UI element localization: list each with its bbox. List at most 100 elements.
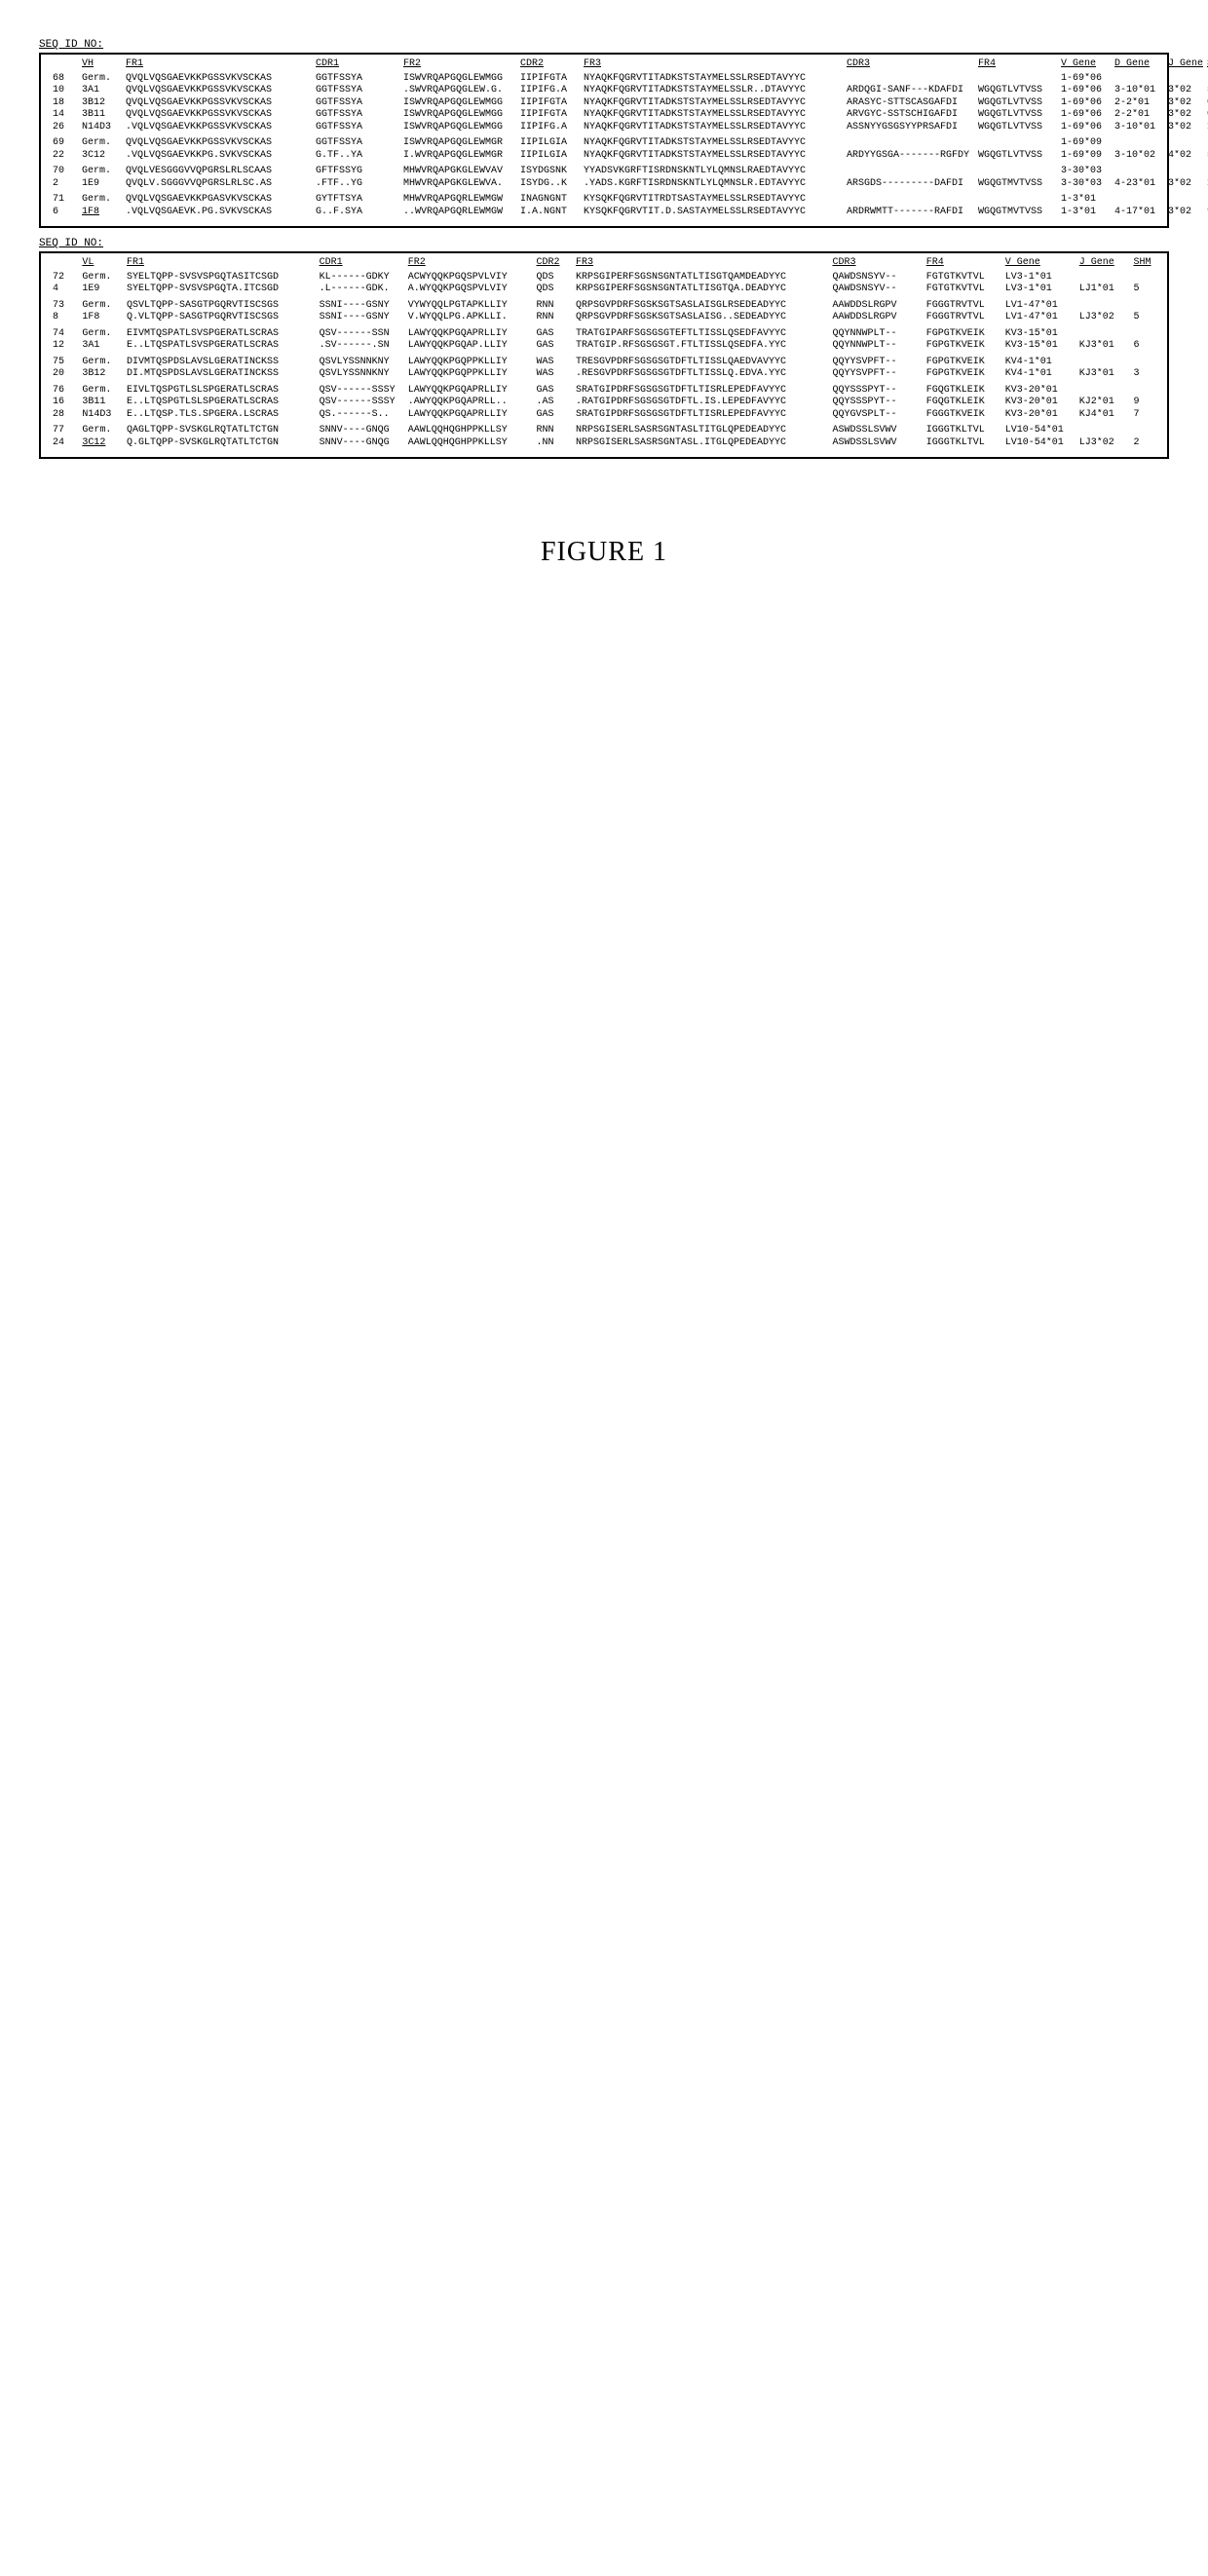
fr3-cell: NRPSGISERLSASRSGNTASL.ITGLQPEDEADYYC <box>572 437 828 450</box>
fr3-cell: QRPSGVPDRFSGSKSGTSASLAISG..SEDEADYYC <box>572 312 828 324</box>
vh-col-fr3: FR3 <box>580 58 843 73</box>
vgene-cell: LV1-47*01 <box>1001 300 1076 313</box>
seqid-cell: 73 <box>49 300 78 313</box>
cdr1-cell: .L------GDK. <box>316 284 404 296</box>
seqid-cell: 77 <box>49 425 78 437</box>
vgene-cell: 3-30*03 <box>1057 166 1111 178</box>
vl-col-fr3: FR3 <box>572 257 828 272</box>
vh-table: VH FR1 CDR1 FR2 CDR2 FR3 CDR3 FR4 V Gene… <box>49 58 1208 218</box>
cdr1-cell: GFTFSSYG <box>312 166 399 178</box>
name-cell: Germ. <box>78 272 123 284</box>
vh-blank-header <box>49 58 78 73</box>
vl-germline-row: 77Germ.QAGLTQPP-SVSKGLRQTATLTCTGNSNNV---… <box>49 425 1159 437</box>
fr3-cell: SRATGIPDRFSGSGSGTDFTLTISRLEPEDFAVYYC <box>572 409 828 422</box>
seqid-cell: 12 <box>49 340 78 353</box>
cdr1-cell: G..F.SYA <box>312 207 399 219</box>
cdr2-cell: ISYDGSNK <box>516 166 580 178</box>
seqid-cell: 20 <box>49 368 78 381</box>
name-cell: 3B12 <box>78 368 123 381</box>
dgene-cell: 3-10*01 <box>1111 85 1164 97</box>
fr4-cell: WGQGTLVTVSS <box>974 122 1057 134</box>
dgene-cell <box>1111 137 1164 150</box>
cdr1-cell: QSV------SSN <box>316 328 404 341</box>
cdr1-cell: QSV------SSSY <box>316 385 404 398</box>
vl-germline-row: 74Germ.EIVMTQSPATLSVSPGERATLSCRASQSV----… <box>49 328 1159 341</box>
cdr3-cell: QAWDSNSYV-- <box>828 272 922 284</box>
shm-cell: 9 <box>1130 397 1159 409</box>
fr1-cell: QAGLTQPP-SVSKGLRQTATLTCTGN <box>123 425 316 437</box>
fr1-cell: QVQLVQSGAEVKKPGSSVKVSCKAS <box>122 73 312 86</box>
fr1-cell: QSVLTQPP-SASGTPGQRVTISCSGS <box>123 300 316 313</box>
jgene-cell: KJ2*01 <box>1076 397 1130 409</box>
fr4-cell: WGQGTLVTVSS <box>974 109 1057 122</box>
vh-outer-seqid-label: SEQ ID NO: <box>39 39 1169 53</box>
fr2-cell: I.WVRQAPGQGLEWMGR <box>399 150 516 163</box>
cdr1-cell: SSNI----GSNY <box>316 300 404 313</box>
fr3-cell: SRATGIPDRFSGSGSGTDFTLTISRLEPEDFAVYYC <box>572 385 828 398</box>
fr4-cell: FGGGTRVTVL <box>923 312 1001 324</box>
name-cell: Germ. <box>78 137 122 150</box>
vgene-cell: 1-69*06 <box>1057 122 1111 134</box>
shm-cell <box>1203 137 1208 150</box>
shm-cell <box>1130 328 1159 341</box>
cdr1-cell: .FTF..YG <box>312 178 399 191</box>
fr1-cell: E..LTQSPGTLSLSPGERATLSCRAS <box>123 397 316 409</box>
jgene-cell: 3*02 <box>1164 178 1203 191</box>
seqid-cell: 70 <box>49 166 78 178</box>
shm-cell: 1 <box>1203 122 1208 134</box>
fr1-cell: SYELTQPP-SVSVSPGQTA.ITCSGD <box>123 284 316 296</box>
cdr3-cell: ARASYC-STTSCASGAFDI <box>843 97 974 110</box>
fr3-cell: TRESGVPDRFSGSGSGTDFTLTISSLQAEDVAVYYC <box>572 357 828 369</box>
fr4-cell: FGTGTKVTVL <box>923 284 1001 296</box>
vgene-cell: LV3-1*01 <box>1001 272 1076 284</box>
cdr2-cell: GAS <box>532 340 572 353</box>
jgene-cell: 3*02 <box>1164 207 1203 219</box>
vl-header-row: VL FR1 CDR1 FR2 CDR2 FR3 CDR3 FR4 V Gene… <box>49 257 1159 272</box>
name-cell: 3B12 <box>78 97 122 110</box>
fr4-cell: WGQGTLVTVSS <box>974 150 1057 163</box>
fr4-cell: FGPGTKVEIK <box>923 368 1001 381</box>
jgene-cell <box>1164 73 1203 86</box>
cdr2-cell: IIPIFG.A <box>516 122 580 134</box>
fr2-cell: VYWYQQLPGTAPKLLIY <box>404 300 533 313</box>
jgene-cell: KJ3*01 <box>1076 368 1130 381</box>
fr1-cell: .VQLVQSGAEVKKPGSSVKVSCKAS <box>122 122 312 134</box>
vgene-cell: 1-69*09 <box>1057 137 1111 150</box>
vh-header-row: VH FR1 CDR1 FR2 CDR2 FR3 CDR3 FR4 V Gene… <box>49 58 1208 73</box>
cdr3-cell: AAWDDSLRGPV <box>828 312 922 324</box>
cdr2-cell: .NN <box>532 437 572 450</box>
cdr2-cell: IIPIFGTA <box>516 97 580 110</box>
vgene-cell: 1-3*01 <box>1057 194 1111 207</box>
vl-sample-row: 163B11E..LTQSPGTLSLSPGERATLSCRASQSV-----… <box>49 397 1159 409</box>
vl-chain-header: VL <box>78 257 123 272</box>
fr3-cell: NYAQKFQGRVTITADKSTSTAYMELSSLRSEDTAVYYC <box>580 122 843 134</box>
cdr1-cell: SNNV----GNQG <box>316 437 404 450</box>
fr1-cell: QVQLVQSGAEVKKPGSSVKVSCKAS <box>122 97 312 110</box>
seqid-cell: 69 <box>49 137 78 150</box>
vgene-cell: 3-30*03 <box>1057 178 1111 191</box>
fr4-cell: FGQGTKLEIK <box>923 385 1001 398</box>
vh-sample-row: 26N14D3.VQLVQSGAEVKKPGSSVKVSCKASGGTFSSYA… <box>49 122 1208 134</box>
fr4-cell <box>974 73 1057 86</box>
fr3-cell: KYSQKFQGRVTIT.D.SASTAYMELSSLRSEDTAVYYC <box>580 207 843 219</box>
shm-cell: 3 <box>1130 368 1159 381</box>
fr4-cell: WGQGTMVTVSS <box>974 178 1057 191</box>
name-cell: 3A1 <box>78 340 123 353</box>
fr3-cell: NYAQKFQGRVTITADKSTSTAYMELSSLRSEDTAVYYC <box>580 97 843 110</box>
jgene-cell: 3*02 <box>1164 97 1203 110</box>
fr2-cell: ISWVRQAPGQGLEWMGG <box>399 97 516 110</box>
fr4-cell: IGGGTKLTVL <box>923 425 1001 437</box>
vl-col-cdr2: CDR2 <box>532 257 572 272</box>
cdr2-cell: IIPIFG.A <box>516 85 580 97</box>
fr2-cell: AAWLQQHQGHPPKLLSY <box>404 437 533 450</box>
fr3-cell: NYAQKFQGRVTITADKSTSTAYMELSSLRSEDTAVYYC <box>580 73 843 86</box>
vgene-cell: LV1-47*01 <box>1001 312 1076 324</box>
jgene-cell <box>1164 137 1203 150</box>
fr1-cell: DI.MTQSPDSLAVSLGERATINCKSS <box>123 368 316 381</box>
fr1-cell: SYELTQPP-SVSVSPGQTASITCSGD <box>123 272 316 284</box>
name-cell: 3B11 <box>78 397 123 409</box>
name-cell: Germ. <box>78 300 123 313</box>
vgene-cell: 1-69*06 <box>1057 109 1111 122</box>
vgene-cell: KV3-15*01 <box>1001 340 1076 353</box>
shm-cell: 5 <box>1203 150 1208 163</box>
